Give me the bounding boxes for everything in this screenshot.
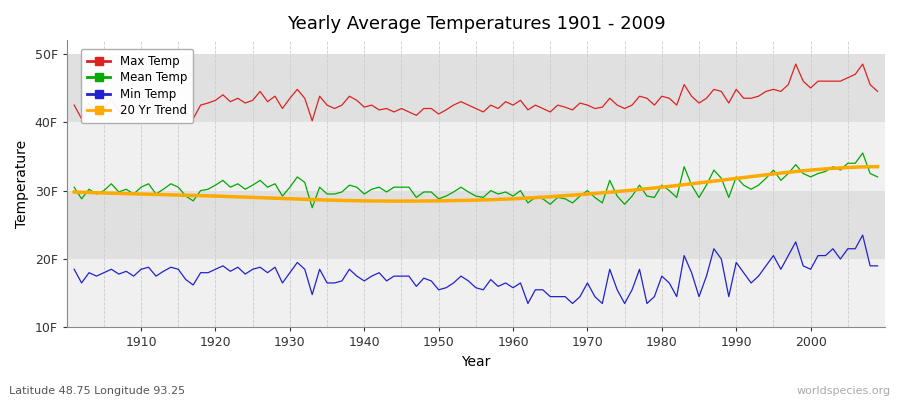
Min Temp <box>129 274 140 278</box>
Min Temp <box>337 278 347 283</box>
Max Temp <box>292 87 302 92</box>
Line: Max Temp: Max Temp <box>74 64 878 121</box>
Bar <box>67 191 885 259</box>
Max Temp <box>129 108 140 112</box>
Text: worldspecies.org: worldspecies.org <box>796 386 891 396</box>
Min Temp <box>605 267 616 272</box>
Min Temp <box>500 280 511 285</box>
Mean Temp <box>508 194 518 198</box>
Max Temp <box>68 103 79 108</box>
Max Temp <box>605 96 616 101</box>
Min Temp <box>68 267 79 272</box>
20 Yr Trend <box>854 165 865 170</box>
Mean Temp <box>129 192 140 196</box>
20 Yr Trend <box>872 164 883 169</box>
Title: Yearly Average Temperatures 1901 - 2009: Yearly Average Temperatures 1901 - 2009 <box>286 15 665 33</box>
Min Temp <box>508 285 518 290</box>
Mean Temp <box>858 150 868 155</box>
Mean Temp <box>307 205 318 210</box>
Max Temp <box>790 62 801 66</box>
20 Yr Trend <box>394 199 405 204</box>
Mean Temp <box>605 178 616 183</box>
Text: Latitude 48.75 Longitude 93.25: Latitude 48.75 Longitude 93.25 <box>9 386 185 396</box>
Line: Mean Temp: Mean Temp <box>74 153 878 208</box>
Min Temp <box>872 264 883 268</box>
Bar <box>67 122 885 191</box>
Max Temp <box>515 98 526 103</box>
20 Yr Trend <box>548 194 559 199</box>
20 Yr Trend <box>505 196 516 201</box>
Max Temp <box>307 118 318 123</box>
X-axis label: Year: Year <box>461 355 491 369</box>
Mean Temp <box>344 183 355 188</box>
Legend: Max Temp, Mean Temp, Min Temp, 20 Yr Trend: Max Temp, Mean Temp, Min Temp, 20 Yr Tre… <box>81 49 193 123</box>
Mean Temp <box>292 174 302 179</box>
Min Temp <box>523 301 534 306</box>
20 Yr Trend <box>68 190 79 194</box>
Line: Min Temp: Min Temp <box>74 235 878 304</box>
Mean Temp <box>68 185 79 190</box>
Y-axis label: Temperature: Temperature <box>15 140 29 228</box>
20 Yr Trend <box>457 198 468 203</box>
Min Temp <box>858 233 868 238</box>
Mean Temp <box>872 174 883 179</box>
Mean Temp <box>515 188 526 193</box>
Max Temp <box>872 89 883 94</box>
Bar <box>67 259 885 328</box>
Line: 20 Yr Trend: 20 Yr Trend <box>74 167 878 201</box>
Max Temp <box>344 94 355 99</box>
20 Yr Trend <box>729 176 740 181</box>
Max Temp <box>508 103 518 108</box>
Bar <box>67 54 885 122</box>
20 Yr Trend <box>452 198 463 203</box>
Min Temp <box>292 260 302 265</box>
